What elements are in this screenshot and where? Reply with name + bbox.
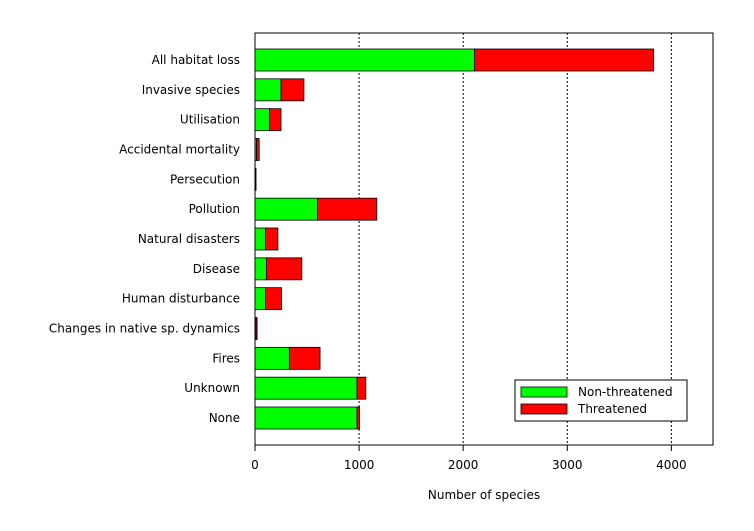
x-tick-label-1000: 1000 bbox=[344, 458, 375, 472]
bar-threatened-2 bbox=[269, 108, 282, 132]
bar-non-threatened-5 bbox=[254, 197, 318, 221]
category-label-6: Natural disasters bbox=[138, 232, 240, 246]
legend: Non-threatened Threatened bbox=[514, 379, 688, 422]
legend-swatch-threatened bbox=[520, 403, 568, 415]
bar-threatened-6 bbox=[265, 227, 279, 251]
bar-threatened-5 bbox=[317, 197, 378, 221]
bar-non-threatened-7 bbox=[254, 257, 267, 281]
plot-area bbox=[254, 32, 714, 446]
category-label-8: Human disturbance bbox=[122, 292, 240, 306]
bar-threatened-9 bbox=[255, 317, 258, 340]
bar-threatened-12 bbox=[356, 406, 361, 430]
legend-label-non-threatened: Non-threatened bbox=[578, 385, 673, 399]
x-tick-label-2000: 2000 bbox=[448, 458, 479, 472]
bar-threatened-0 bbox=[474, 48, 655, 72]
category-label-1: Invasive species bbox=[142, 83, 240, 97]
legend-swatch-non-threatened bbox=[520, 386, 568, 398]
category-label-3: Accidental mortality bbox=[119, 143, 240, 157]
bar-non-threatened-10 bbox=[254, 346, 290, 370]
x-tick-label-0: 0 bbox=[251, 458, 259, 472]
x-tick-label-4000: 4000 bbox=[656, 458, 687, 472]
category-label-0: All habitat loss bbox=[152, 53, 240, 67]
bar-non-threatened-6 bbox=[254, 227, 266, 251]
bars bbox=[254, 48, 655, 430]
x-tick-label-3000: 3000 bbox=[552, 458, 583, 472]
category-label-10: Fires bbox=[212, 351, 240, 365]
bar-non-threatened-8 bbox=[254, 287, 266, 311]
bar-threatened-4 bbox=[255, 167, 257, 191]
bar-threatened-1 bbox=[280, 78, 305, 102]
category-label-12: None bbox=[209, 411, 240, 425]
bar-threatened-11 bbox=[356, 376, 367, 400]
category-labels: All habitat loss Invasive species Utilisat… bbox=[49, 53, 240, 425]
bar-non-threatened-2 bbox=[254, 108, 270, 132]
bar-non-threatened-1 bbox=[254, 78, 282, 102]
bar-non-threatened-0 bbox=[254, 48, 476, 72]
gridlines bbox=[358, 33, 672, 445]
bar-non-threatened-11 bbox=[254, 376, 358, 400]
category-label-9: Changes in native sp. dynamics bbox=[49, 322, 240, 336]
category-label-5: Pollution bbox=[189, 202, 240, 216]
x-axis-label: Number of species bbox=[428, 488, 540, 502]
legend-label-threatened: Threatened bbox=[577, 402, 647, 416]
bar-threatened-8 bbox=[265, 287, 282, 311]
bar-threatened-10 bbox=[288, 346, 321, 370]
bar-non-threatened-12 bbox=[254, 406, 358, 430]
x-axis-ticks: 0 1000 2000 3000 4000 bbox=[251, 445, 687, 472]
category-label-7: Disease bbox=[193, 262, 240, 276]
category-label-4: Persecution bbox=[170, 172, 240, 186]
bar-threatened-3 bbox=[256, 138, 260, 161]
bar-threatened-7 bbox=[266, 257, 303, 281]
category-label-2: Utilisation bbox=[180, 113, 240, 127]
category-label-11: Unknown bbox=[184, 381, 240, 395]
